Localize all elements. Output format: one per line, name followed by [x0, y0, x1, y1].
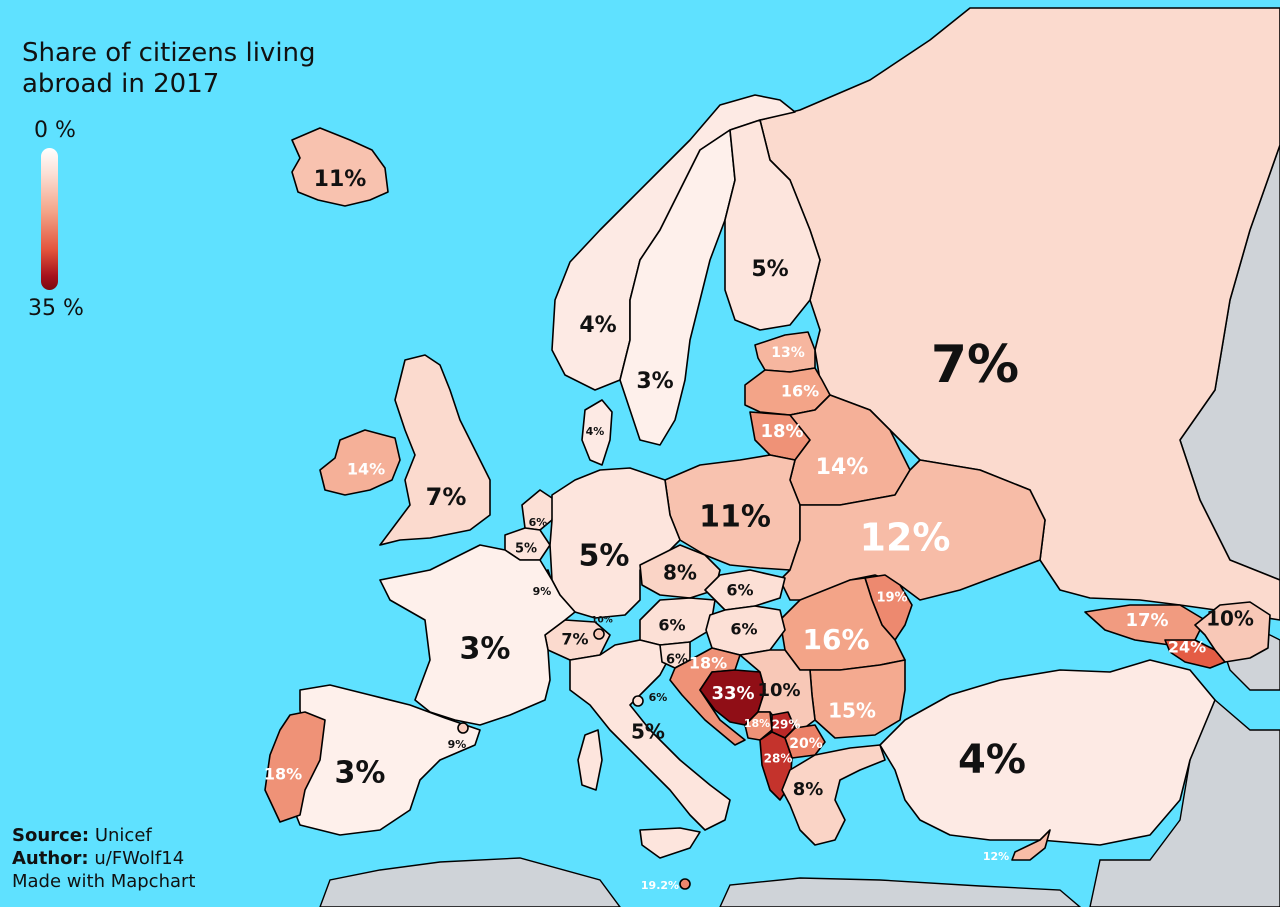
label-uk: 7%: [426, 483, 467, 511]
label-iceland: 11%: [314, 167, 367, 192]
label-slovenia: 6%: [666, 653, 688, 668]
region-switzerland: [544, 619, 611, 661]
credits-source: Source: Unicef: [12, 824, 195, 847]
region-finland: [724, 119, 821, 331]
region-france: [379, 544, 576, 726]
map-title: Share of citizens living abroad in 2017: [22, 38, 316, 99]
label-ukraine: 12%: [860, 516, 951, 560]
label-montenegro: 18%: [744, 717, 770, 730]
label-spain: 3%: [335, 756, 386, 791]
region-italy: [569, 639, 731, 831]
label-armenia: 24%: [1168, 638, 1206, 657]
source-value: Unicef: [94, 825, 152, 846]
region-armenia: [1164, 639, 1226, 669]
region-liechtenstein: [593, 628, 605, 640]
region-croatia: [669, 647, 746, 746]
credits-block: Source: Unicef Author: u/FWolf14 Made wi…: [12, 824, 195, 893]
label-latvia: 16%: [781, 382, 819, 401]
region-greece: [781, 744, 886, 846]
label-malta: 19.2%: [641, 879, 679, 892]
region-cyprus: [1011, 829, 1051, 861]
author-value: u/FWolf14: [94, 848, 185, 869]
label-greece: 8%: [793, 779, 824, 800]
label-luxembourg: 9%: [533, 585, 552, 598]
region-uk: [379, 354, 491, 546]
label-czechia: 8%: [663, 561, 697, 585]
label-finland: 5%: [751, 257, 788, 282]
label-kosovo: 29%: [772, 718, 801, 732]
region-san-marino: [632, 695, 644, 707]
label-austria: 6%: [658, 616, 685, 635]
credits-author: Author: u/FWolf14: [12, 847, 195, 870]
label-switzerland: 7%: [561, 630, 588, 649]
legend-max-label: 35 %: [28, 296, 84, 321]
label-georgia: 17%: [1125, 610, 1168, 631]
label-moldova: 19%: [876, 591, 907, 606]
label-sweden: 3%: [636, 369, 673, 394]
label-slovakia: 6%: [726, 581, 753, 600]
countries: [264, 7, 1280, 890]
credits-made-with: Made with Mapchart: [12, 871, 196, 892]
label-andorra: 9%: [448, 738, 467, 751]
legend-min-label: 0 %: [34, 118, 76, 143]
region-andorra: [457, 722, 469, 734]
label-macedonia: 20%: [789, 736, 823, 752]
label-estonia: 13%: [771, 345, 805, 361]
label-germany: 5%: [579, 539, 630, 574]
label-romania: 16%: [802, 623, 869, 656]
region-denmark: [581, 399, 613, 466]
author-label: Author:: [12, 848, 89, 869]
label-bosnia: 33%: [711, 683, 754, 704]
label-azerbaijan: 10%: [1206, 607, 1254, 631]
label-netherlands: 6%: [529, 516, 548, 529]
label-lithuania: 18%: [760, 421, 803, 442]
region-hungary: [705, 605, 786, 656]
region-iceland: [291, 127, 389, 207]
label-russia: 7%: [931, 335, 1019, 395]
region-germany: [549, 467, 681, 619]
region-ireland: [319, 429, 401, 496]
legend-color-scale: [41, 148, 58, 290]
region-portugal: [264, 711, 326, 823]
label-portugal: 18%: [264, 765, 302, 784]
label-bulgaria: 15%: [828, 699, 876, 723]
label-croatia: 18%: [689, 654, 727, 673]
label-france: 3%: [460, 632, 511, 667]
region-turkey: [879, 659, 1216, 846]
label-denmark: 4%: [586, 425, 605, 438]
label-liechtenstein: 10%: [591, 616, 613, 626]
label-poland: 11%: [699, 500, 771, 535]
label-albania: 28%: [764, 752, 793, 766]
label-italy: 5%: [631, 720, 665, 744]
label-belarus: 14%: [816, 455, 869, 480]
region-azerbaijan: [1194, 601, 1271, 663]
region-italy-sardinia: [577, 729, 603, 791]
label-ireland: 14%: [347, 460, 385, 479]
value-labels: 7% 11% 4% 3% 5% 13% 16% 18% 14% 11% 12% …: [264, 167, 1254, 892]
label-norway: 4%: [579, 313, 616, 338]
label-belgium: 5%: [515, 542, 537, 557]
region-malta: [679, 878, 691, 890]
label-cyprus: 12%: [983, 850, 1009, 863]
label-hungary: 6%: [730, 620, 757, 639]
region-italy-sicily: [639, 827, 701, 859]
label-turkey: 4%: [958, 737, 1026, 783]
region-sweden: [619, 129, 736, 446]
label-san-marino: 6%: [649, 691, 668, 704]
label-serbia: 10%: [757, 680, 800, 701]
source-label: Source:: [12, 825, 90, 846]
